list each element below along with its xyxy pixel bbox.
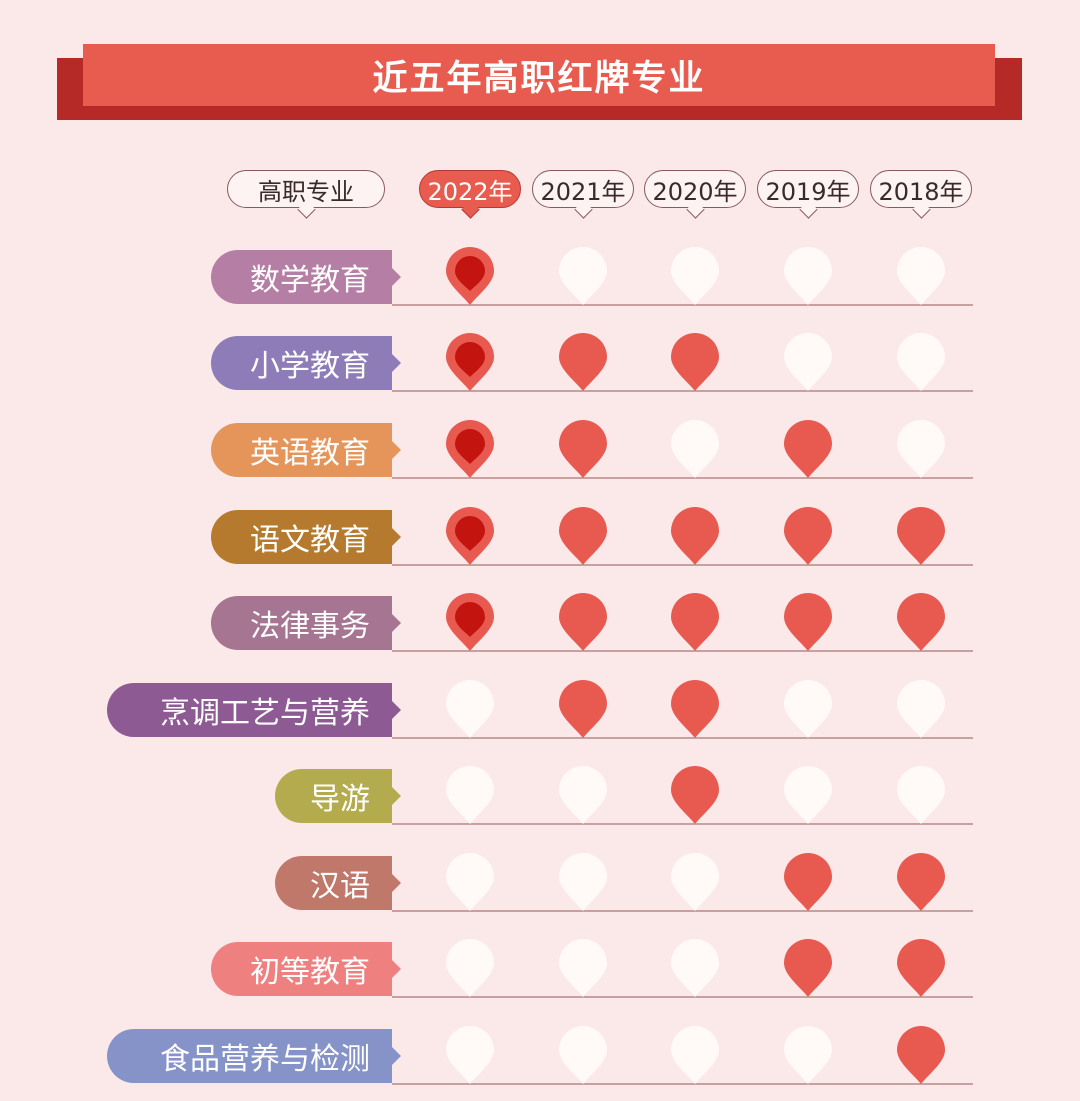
- red-card-pin-icon: [784, 853, 832, 911]
- row-divider: [392, 1083, 973, 1085]
- red-card-pin-icon: [671, 593, 719, 651]
- row-divider: [392, 910, 973, 912]
- empty-pin-icon: [671, 247, 719, 305]
- empty-pin-icon: [446, 680, 494, 738]
- current-year-pin-dot-icon: [455, 342, 485, 377]
- row-divider: [392, 304, 973, 306]
- row-divider: [392, 737, 973, 739]
- empty-pin-icon: [897, 333, 945, 391]
- red-card-pin-icon: [784, 420, 832, 478]
- red-card-pin-icon: [784, 507, 832, 565]
- row-label: 食品营养与检测: [107, 1029, 401, 1083]
- row-label: 初等教育: [211, 942, 401, 996]
- empty-pin-icon: [784, 680, 832, 738]
- empty-pin-icon: [784, 766, 832, 824]
- empty-pin-icon: [559, 939, 607, 997]
- red-card-pin-icon: [784, 593, 832, 651]
- row-label: 导游: [275, 769, 401, 823]
- row-label: 数学教育: [211, 250, 401, 304]
- empty-pin-icon: [671, 939, 719, 997]
- row-label: 烹调工艺与营养: [107, 683, 401, 737]
- empty-pin-icon: [446, 766, 494, 824]
- empty-pin-icon: [897, 247, 945, 305]
- red-card-pin-icon: [897, 593, 945, 651]
- red-card-pin-icon: [671, 333, 719, 391]
- header-major-label: 高职专业: [227, 170, 385, 208]
- empty-pin-icon: [784, 247, 832, 305]
- current-year-pin-dot-icon: [455, 256, 485, 291]
- row-label: 汉语: [275, 856, 401, 910]
- red-card-pin-icon: [897, 1026, 945, 1084]
- row-divider: [392, 564, 973, 566]
- row-divider: [392, 823, 973, 825]
- red-card-pin-icon: [559, 593, 607, 651]
- red-card-pin-icon: [559, 333, 607, 391]
- row-divider: [392, 996, 973, 998]
- row-divider: [392, 650, 973, 652]
- row-divider: [392, 477, 973, 479]
- empty-pin-icon: [671, 420, 719, 478]
- empty-pin-icon: [897, 420, 945, 478]
- red-card-pin-icon: [897, 507, 945, 565]
- red-card-pin-icon: [897, 853, 945, 911]
- year-header-4: 2018年: [870, 170, 972, 208]
- empty-pin-icon: [671, 1026, 719, 1084]
- title-banner: 近五年高职红牌专业: [83, 44, 995, 106]
- current-year-pin-dot-icon: [455, 602, 485, 637]
- row-label: 语文教育: [211, 510, 401, 564]
- red-card-pin-icon: [671, 507, 719, 565]
- row-label: 法律事务: [211, 596, 401, 650]
- empty-pin-icon: [446, 939, 494, 997]
- red-card-pin-icon: [671, 766, 719, 824]
- year-header-1: 2021年: [532, 170, 634, 208]
- red-card-pin-icon: [784, 939, 832, 997]
- empty-pin-icon: [446, 853, 494, 911]
- year-header-3: 2019年: [757, 170, 859, 208]
- row-label: 小学教育: [211, 336, 401, 390]
- year-header-2: 2020年: [644, 170, 746, 208]
- red-card-pin-icon: [559, 507, 607, 565]
- red-card-pin-icon: [897, 939, 945, 997]
- red-card-pin-icon: [559, 420, 607, 478]
- empty-pin-icon: [671, 853, 719, 911]
- empty-pin-icon: [897, 680, 945, 738]
- current-year-pin-dot-icon: [455, 429, 485, 464]
- red-card-pin-icon: [559, 680, 607, 738]
- current-year-pin-dot-icon: [455, 516, 485, 551]
- empty-pin-icon: [559, 1026, 607, 1084]
- year-header-0: 2022年: [419, 170, 521, 208]
- row-divider: [392, 390, 973, 392]
- page-title: 近五年高职红牌专业: [372, 58, 706, 99]
- empty-pin-icon: [784, 333, 832, 391]
- empty-pin-icon: [897, 766, 945, 824]
- empty-pin-icon: [446, 1026, 494, 1084]
- empty-pin-icon: [559, 853, 607, 911]
- empty-pin-icon: [559, 766, 607, 824]
- empty-pin-icon: [559, 247, 607, 305]
- empty-pin-icon: [784, 1026, 832, 1084]
- row-label: 英语教育: [211, 423, 401, 477]
- red-card-pin-icon: [671, 680, 719, 738]
